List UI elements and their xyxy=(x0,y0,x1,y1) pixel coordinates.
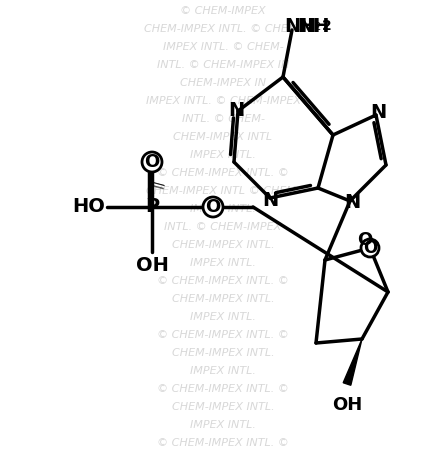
Text: © CHEM-IMPEX INTL. ©: © CHEM-IMPEX INTL. © xyxy=(157,384,289,394)
Text: IMPEX INTL.: IMPEX INTL. xyxy=(190,150,256,160)
Text: © CHEM-IMPEX INTL. ©: © CHEM-IMPEX INTL. © xyxy=(157,438,289,448)
Text: O: O xyxy=(145,153,160,171)
Text: INTL. © CHEM-: INTL. © CHEM- xyxy=(182,114,264,124)
Text: IMPEX INTL.: IMPEX INTL. xyxy=(190,312,256,322)
Text: 2: 2 xyxy=(322,19,332,33)
Text: NH: NH xyxy=(284,16,316,35)
Text: INTL. © CHEM-IMPEX: INTL. © CHEM-IMPEX xyxy=(165,222,281,232)
Text: HO: HO xyxy=(72,197,105,217)
Text: P: P xyxy=(145,197,159,217)
Text: CHEM-IMPEX INTL. © CHEM-: CHEM-IMPEX INTL. © CHEM- xyxy=(144,24,302,34)
Text: N: N xyxy=(344,193,360,212)
Text: N: N xyxy=(228,101,244,121)
Text: OH: OH xyxy=(332,396,362,414)
Text: O: O xyxy=(357,231,372,249)
Polygon shape xyxy=(343,339,362,385)
Text: IMPEX INTL.: IMPEX INTL. xyxy=(190,366,256,376)
Text: CHEM-IMPEX INTL.: CHEM-IMPEX INTL. xyxy=(172,294,274,304)
Text: IMPEX INTL.: IMPEX INTL. xyxy=(190,204,256,214)
Circle shape xyxy=(142,152,162,172)
Circle shape xyxy=(361,239,379,257)
Text: NH: NH xyxy=(297,16,330,35)
Text: CHEM-IMPEX INTL.: CHEM-IMPEX INTL. xyxy=(172,402,274,412)
Text: IMPEX INTL. © CHEM-: IMPEX INTL. © CHEM- xyxy=(163,42,283,52)
Text: N: N xyxy=(370,103,386,122)
Text: O: O xyxy=(205,198,221,216)
Text: N: N xyxy=(262,191,278,209)
Text: CHEM-IMPEX INTL.: CHEM-IMPEX INTL. xyxy=(172,348,274,358)
Text: CHEM-IMPEX INTL © CHEM-: CHEM-IMPEX INTL © CHEM- xyxy=(146,186,300,196)
Text: OH: OH xyxy=(136,256,169,275)
Text: © CHEM-IMPEX INTL. ©: © CHEM-IMPEX INTL. © xyxy=(157,276,289,286)
Text: CHEM-IMPEX INTL.: CHEM-IMPEX INTL. xyxy=(172,240,274,250)
Text: CHEM-IMPEX IN: CHEM-IMPEX IN xyxy=(180,78,266,88)
Text: © CHEM-IMPEX: © CHEM-IMPEX xyxy=(180,6,266,16)
Circle shape xyxy=(203,197,223,217)
Text: ||: || xyxy=(151,177,165,189)
Text: © CHEM-IMPEX INTL. ©: © CHEM-IMPEX INTL. © xyxy=(157,168,289,178)
Text: INTL. © CHEM-IMPEX IN: INTL. © CHEM-IMPEX IN xyxy=(157,60,289,70)
Text: O: O xyxy=(363,239,377,257)
Text: © CHEM-IMPEX INTL. ©: © CHEM-IMPEX INTL. © xyxy=(157,330,289,340)
Text: IMPEX INTL.: IMPEX INTL. xyxy=(190,258,256,268)
Text: IMPEX INTL. © CHEM-IMPEX: IMPEX INTL. © CHEM-IMPEX xyxy=(145,96,301,106)
Text: IMPEX INTL.: IMPEX INTL. xyxy=(190,420,256,430)
Text: $_2$: $_2$ xyxy=(314,19,322,33)
Text: CHEM-IMPEX INTL: CHEM-IMPEX INTL xyxy=(173,132,273,142)
